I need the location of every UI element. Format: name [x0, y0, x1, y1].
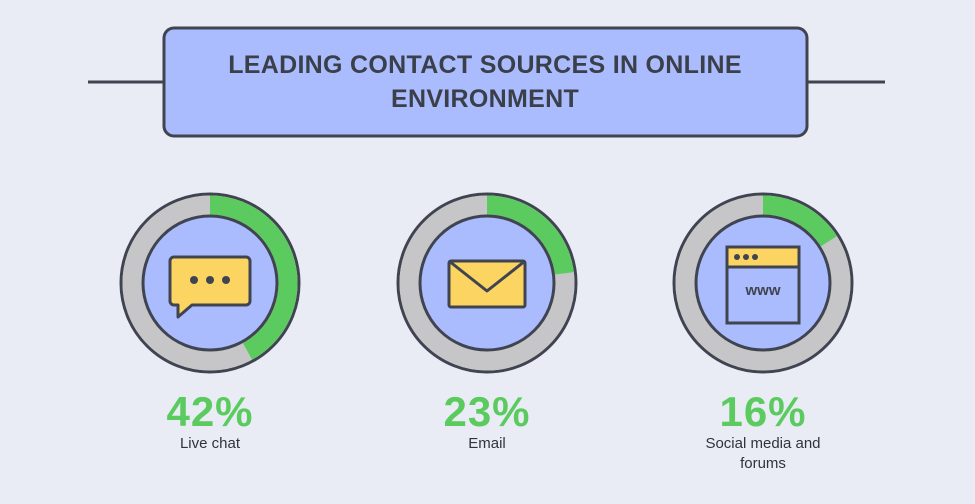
value-label: 42% [166, 388, 254, 435]
icon [168, 255, 252, 319]
chat-dot [222, 276, 230, 284]
category-label: Live chat [179, 435, 241, 452]
category-label: Email [468, 435, 506, 452]
chart-title: LEADING CONTACT SOURCES IN ONLINE ENVIRO… [228, 51, 742, 113]
email-flap [448, 259, 526, 293]
browser-bar [725, 245, 801, 269]
browser-dot [734, 254, 740, 260]
ring-arc [122, 195, 298, 371]
ring-arc [675, 195, 851, 371]
browser-dot [743, 254, 749, 260]
value-label: 23% [443, 388, 531, 435]
email-icon [447, 259, 527, 309]
icon [447, 259, 527, 309]
ring-arc [399, 195, 575, 371]
browser-dot [752, 254, 758, 260]
chat-dot [190, 276, 198, 284]
browser-text: www [744, 282, 780, 299]
value-label: 16% [719, 388, 807, 435]
chat-dot [206, 276, 214, 284]
icon: www [725, 245, 801, 325]
category-label: Social media and forums [705, 435, 821, 472]
chat-icon [168, 255, 252, 319]
title-box [162, 26, 809, 138]
